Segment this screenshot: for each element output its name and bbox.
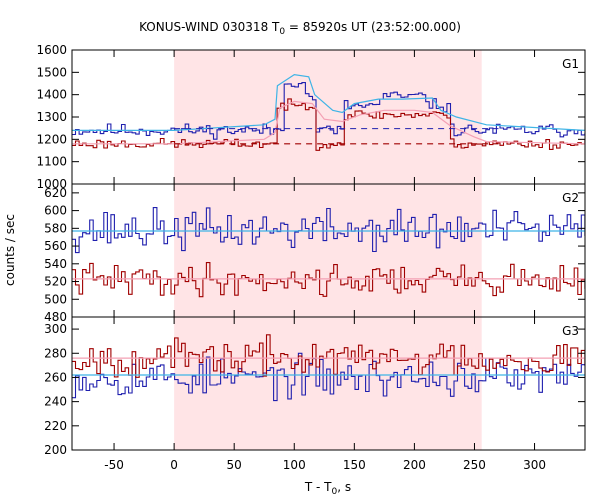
x-tick-label: 50 (227, 458, 242, 472)
panel-2-y-tick-label: 480 (44, 310, 67, 324)
panel-1-y-tick-label: 1500 (36, 65, 67, 79)
panel-3-label: G3 (562, 324, 579, 338)
x-axis-title-tail: , s (337, 480, 351, 494)
panel-2-y-tick-label: 580 (44, 221, 67, 235)
panel-2-label: G2 (562, 191, 579, 205)
panel-1-y-tick-label: 1200 (36, 132, 67, 146)
panel-1-y-tick-label: 1400 (36, 88, 67, 102)
panel-3-y-tick-label: 200 (44, 443, 67, 457)
panel-3-y-tick-label: 220 (44, 419, 67, 433)
panel-3-series-2-red (72, 334, 586, 378)
highlight-interval (174, 50, 482, 450)
panel-3-y-tick-label: 280 (44, 346, 67, 360)
panel-2-y-tick-label: 600 (44, 204, 67, 218)
x-tick-label: 300 (523, 458, 546, 472)
x-tick-label: 150 (343, 458, 366, 472)
panel-1-series-2-red (72, 98, 586, 151)
chart-title-tail: = 85920s UT (23:52:00.000) (285, 20, 461, 34)
panel-3-y-tick-label: 300 (44, 322, 67, 336)
chart-title-main: KONUS-WIND 030318 T (139, 20, 280, 34)
x-tick-label: -50 (104, 458, 124, 472)
panel-1-fit-cyan (72, 73, 586, 131)
x-tick-label: 0 (170, 458, 178, 472)
plot-layer: 1000110012001300140015001600G14805005205… (36, 43, 586, 472)
panel-1-label: G1 (562, 57, 579, 71)
x-axis-title-subscript: 0 (332, 487, 338, 497)
panel-2-y-tick-label: 540 (44, 257, 67, 271)
y-axis-title: counts / sec (3, 214, 17, 286)
x-axis-title: T - T0, s (304, 480, 351, 497)
x-axis-title-main: T - T (304, 480, 332, 494)
panel-3-y-tick-label: 240 (44, 395, 67, 409)
panel-2-y-tick-label: 560 (44, 239, 67, 253)
x-tick-label: 100 (283, 458, 306, 472)
x-tick-label: 250 (463, 458, 486, 472)
chart-title-subscript: 0 (279, 27, 285, 37)
panel-1-fit-pink (72, 100, 586, 145)
panel-3-series-1-blue (72, 352, 586, 402)
panel-1-y-tick-label: 1100 (36, 155, 67, 169)
panel-1-y-tick-label: 1600 (36, 43, 67, 57)
panel-1-y-tick-label: 1000 (36, 177, 67, 191)
chart-title: KONUS-WIND 030318 T0 = 85920s UT (23:52:… (139, 20, 461, 37)
panel-2-y-tick-label: 520 (44, 275, 67, 289)
panel-2-series-2-red (72, 262, 586, 298)
x-tick-label: 200 (403, 458, 426, 472)
panel-1-series-1-blue (72, 82, 586, 140)
panel-2-series-1-blue (72, 207, 586, 254)
panel-1-y-tick-label: 1300 (36, 110, 67, 124)
panel-2-y-tick-label: 620 (44, 186, 67, 200)
panel-2-y-tick-label: 500 (44, 292, 67, 306)
panel-3-frame (71, 316, 586, 451)
panel-3-y-tick-label: 260 (44, 370, 67, 384)
